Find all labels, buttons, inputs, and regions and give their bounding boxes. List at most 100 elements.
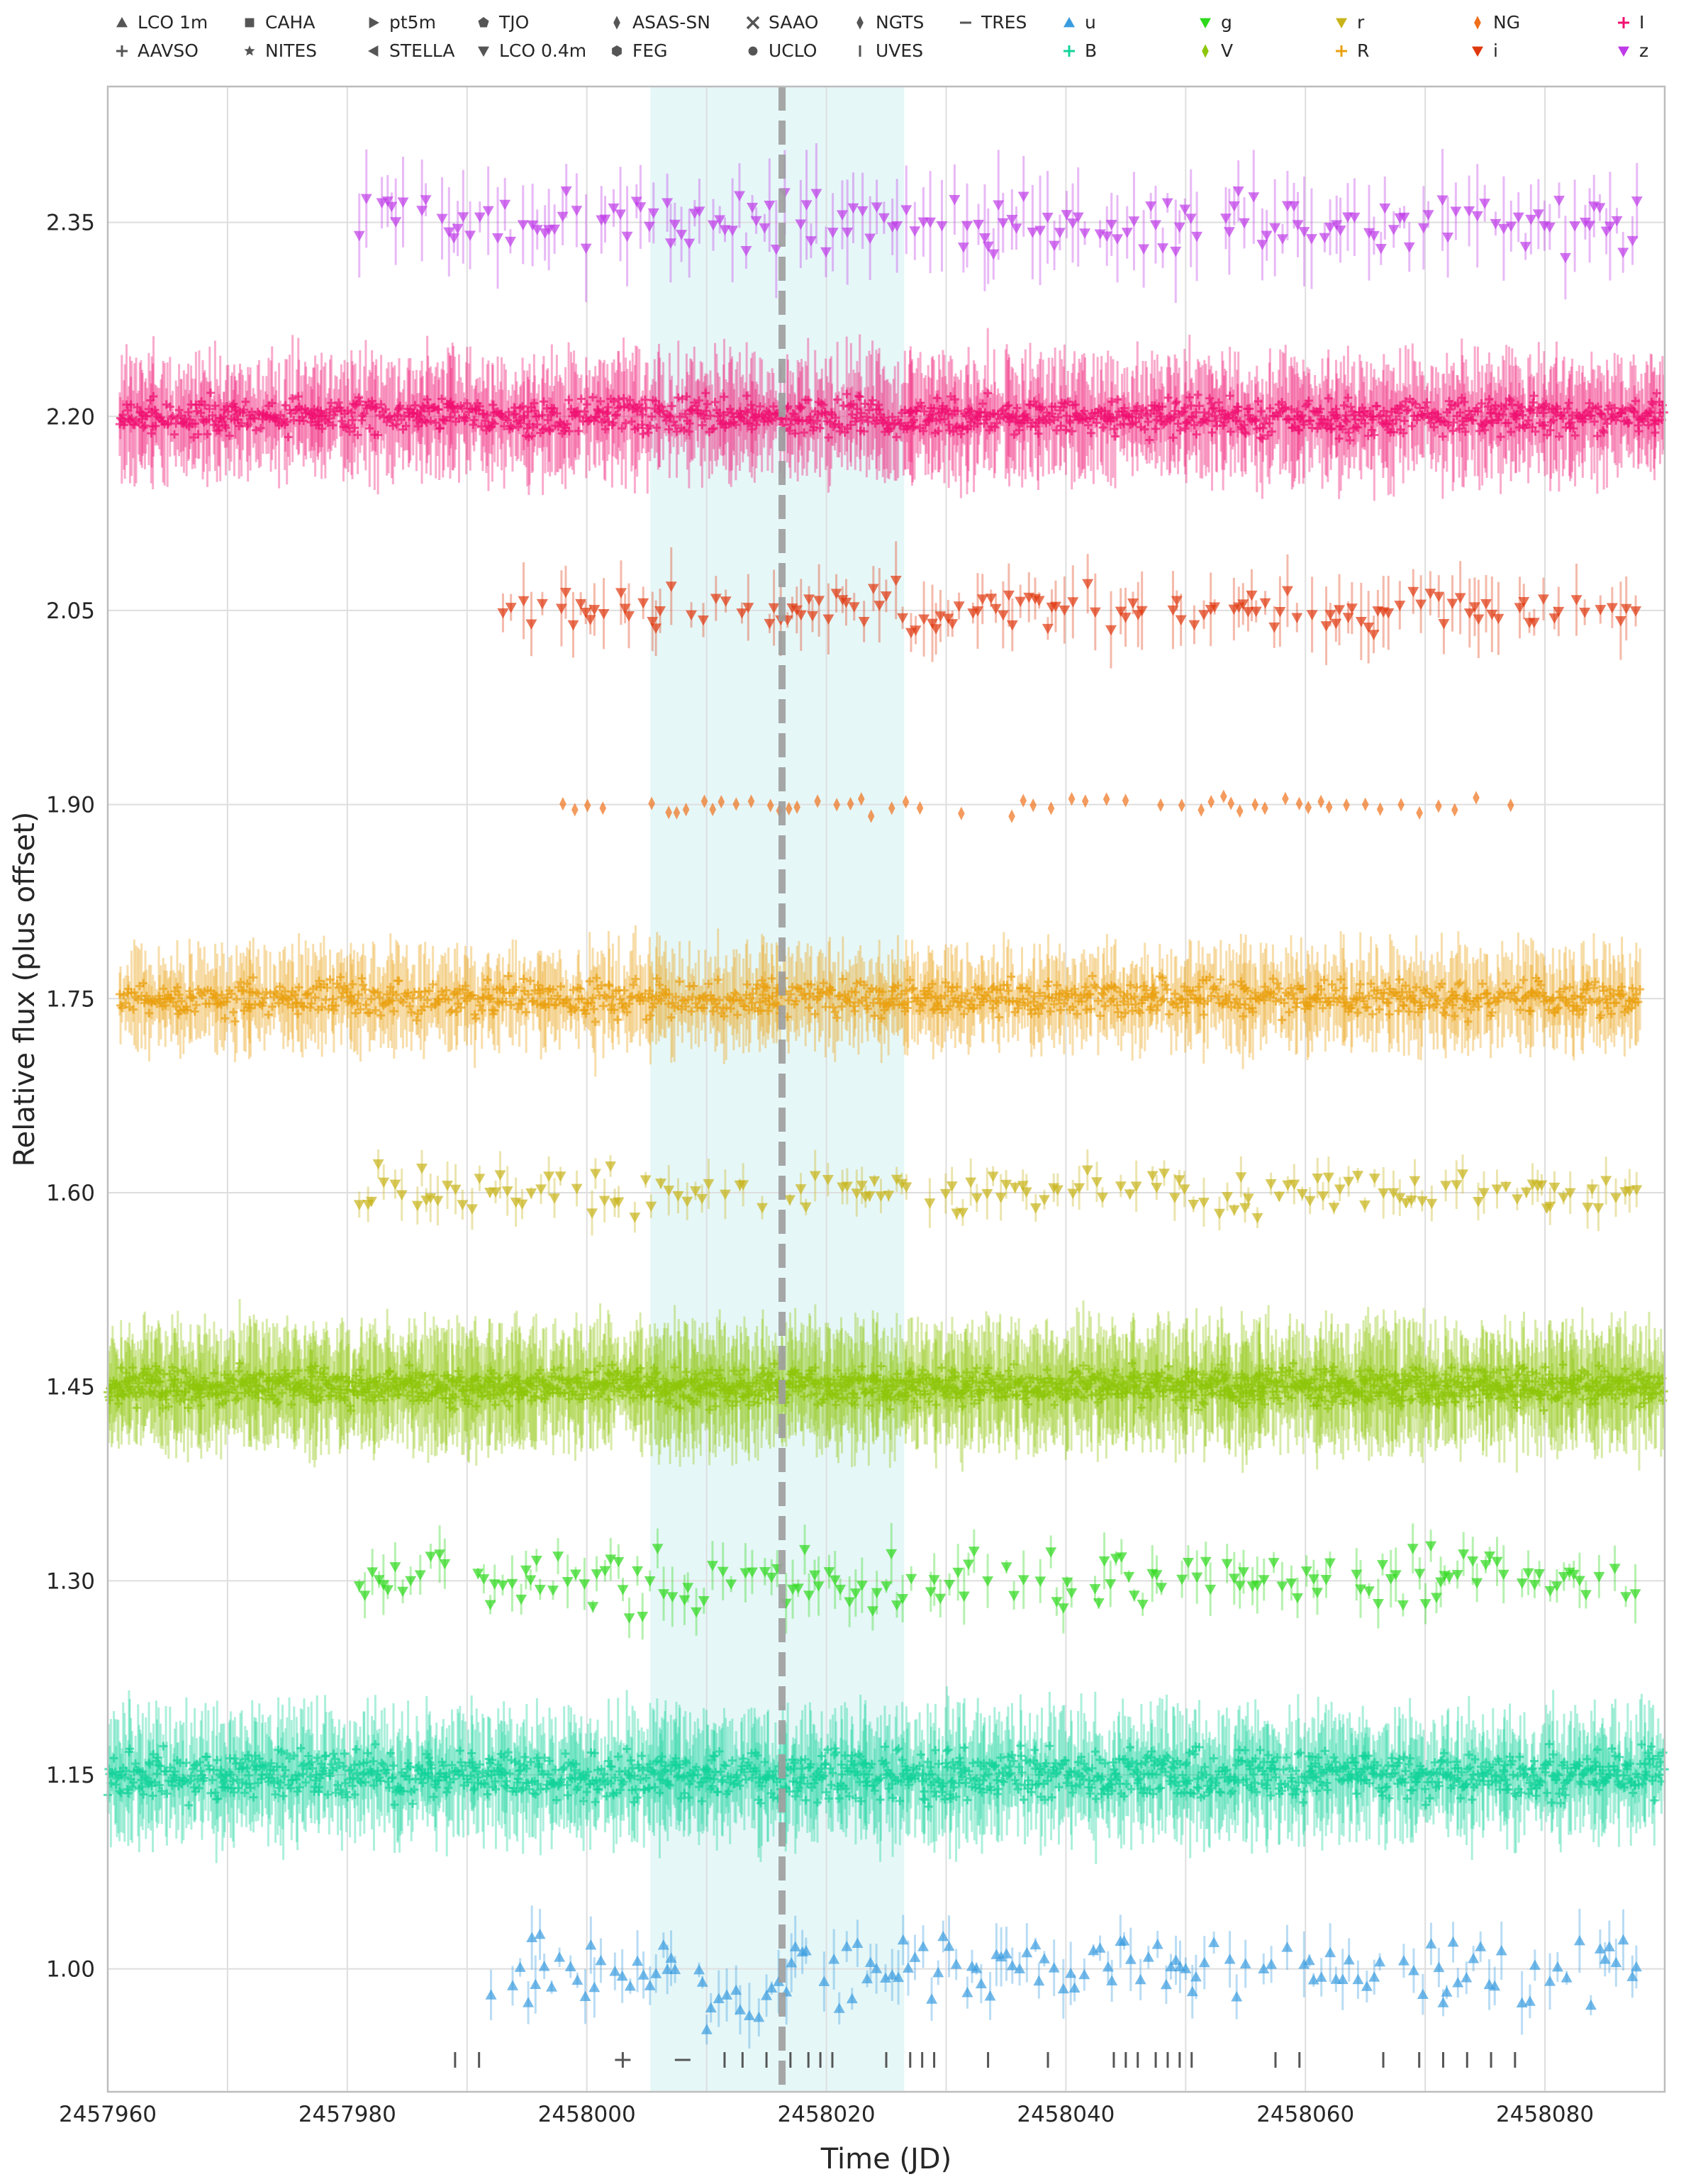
- data-point: [833, 2002, 845, 2013]
- data-point: [538, 1961, 550, 1971]
- data-point: [196, 1766, 206, 1776]
- data-point: [1298, 1959, 1310, 1969]
- data-point: [1006, 1960, 1018, 1971]
- data-point: [156, 1761, 165, 1771]
- data-point: [244, 1771, 253, 1780]
- data-point: [279, 1791, 288, 1800]
- data-point: [893, 1971, 905, 1983]
- data-point: [1180, 1963, 1192, 1973]
- data-point: [700, 2024, 713, 2034]
- data-point: [696, 1976, 708, 1987]
- data-point: [456, 1758, 465, 1767]
- data-point: [852, 1937, 864, 1949]
- data-point: [162, 1767, 171, 1776]
- data-point: [275, 1783, 284, 1793]
- data-point: [1361, 1980, 1373, 1991]
- legend-label: NITES: [265, 40, 317, 61]
- data-point: [650, 1968, 662, 1978]
- legend-label: NG: [1493, 12, 1520, 33]
- data-point: [339, 1762, 348, 1771]
- data-point: [335, 1759, 344, 1768]
- data-point: [1208, 1937, 1220, 1947]
- legend-entry-pt5m: pt5m: [369, 12, 436, 33]
- data-point: [315, 1783, 324, 1792]
- legend-label: i: [1493, 40, 1498, 61]
- legend-entry-filter-R: R: [1336, 40, 1369, 61]
- data-point: [1303, 1954, 1315, 1966]
- data-point: [429, 1793, 438, 1802]
- data-point: [897, 1934, 909, 1945]
- data-point: [131, 1759, 140, 1768]
- data-point: [320, 1764, 329, 1773]
- data-point: [385, 1783, 394, 1793]
- data-point: [1160, 1978, 1172, 1990]
- data-point: [721, 1989, 733, 2000]
- data-point: [342, 1788, 351, 1797]
- data-point: [213, 1756, 222, 1765]
- data-point: [371, 1739, 380, 1749]
- data-point: [1307, 1974, 1319, 1985]
- data-point: [1524, 1995, 1536, 2006]
- legend-label: V: [1221, 40, 1233, 61]
- data-point: [1038, 1953, 1050, 1963]
- data-point: [145, 1760, 155, 1769]
- data-point: [271, 1790, 280, 1799]
- legend-label: UCLO: [769, 40, 817, 61]
- data-point: [202, 1752, 211, 1761]
- data-point: [211, 1788, 220, 1798]
- data-point: [466, 1771, 475, 1781]
- data-point: [194, 1783, 203, 1793]
- data-point: [228, 1776, 238, 1785]
- data-point: [1374, 1956, 1386, 1967]
- data-point: [439, 1761, 448, 1771]
- data-point: [1573, 1934, 1585, 1946]
- data-point: [442, 1788, 452, 1797]
- data-point: [428, 1772, 437, 1781]
- data-point: [354, 1760, 364, 1769]
- data-point: [432, 1783, 441, 1792]
- legend-label: UVES: [876, 40, 923, 61]
- legend-entry-caha: CAHA: [245, 12, 315, 33]
- data-point: [148, 1791, 157, 1800]
- data-point: [165, 1763, 174, 1772]
- data-point: [789, 1941, 801, 1951]
- legend-marker: [116, 17, 128, 28]
- data-point: [1186, 1985, 1198, 1997]
- data-point: [705, 2002, 717, 2012]
- data-point: [485, 1989, 497, 2000]
- data-point: [571, 1974, 584, 1985]
- data-point: [1142, 1951, 1154, 1962]
- data-point: [388, 1773, 397, 1782]
- legend-entry-filter-g: g: [1200, 12, 1232, 33]
- data-point: [669, 1963, 681, 1974]
- data-point: [109, 1754, 118, 1763]
- legend-label: r: [1357, 12, 1365, 33]
- data-point: [1529, 1959, 1541, 1970]
- legend-label: TJO: [498, 12, 529, 33]
- data-point: [1516, 1997, 1528, 2008]
- legend-entry-filter-u: u: [1063, 12, 1096, 33]
- data-point: [861, 1973, 873, 1984]
- data-point: [624, 1980, 636, 1991]
- data-point: [937, 1930, 949, 1941]
- data-point: [336, 1785, 345, 1795]
- legend-marker: [369, 17, 379, 28]
- data-point: [398, 1787, 408, 1796]
- data-point: [1315, 1971, 1327, 1982]
- data-point: [327, 1760, 336, 1769]
- data-point: [595, 1954, 607, 1966]
- data-point: [657, 1939, 669, 1950]
- data-point: [665, 1952, 677, 1963]
- data-point: [828, 1954, 840, 1964]
- data-point: [1603, 1941, 1615, 1951]
- legend-marker: [1202, 44, 1209, 58]
- data-point: [1324, 1946, 1336, 1958]
- data-point: [323, 1790, 333, 1799]
- series-u: [485, 1905, 1642, 2049]
- data-point: [376, 1776, 385, 1785]
- data-point: [909, 1951, 921, 1962]
- data-point: [317, 1759, 326, 1768]
- data-point: [1057, 1983, 1069, 1994]
- data-point: [846, 1993, 858, 2004]
